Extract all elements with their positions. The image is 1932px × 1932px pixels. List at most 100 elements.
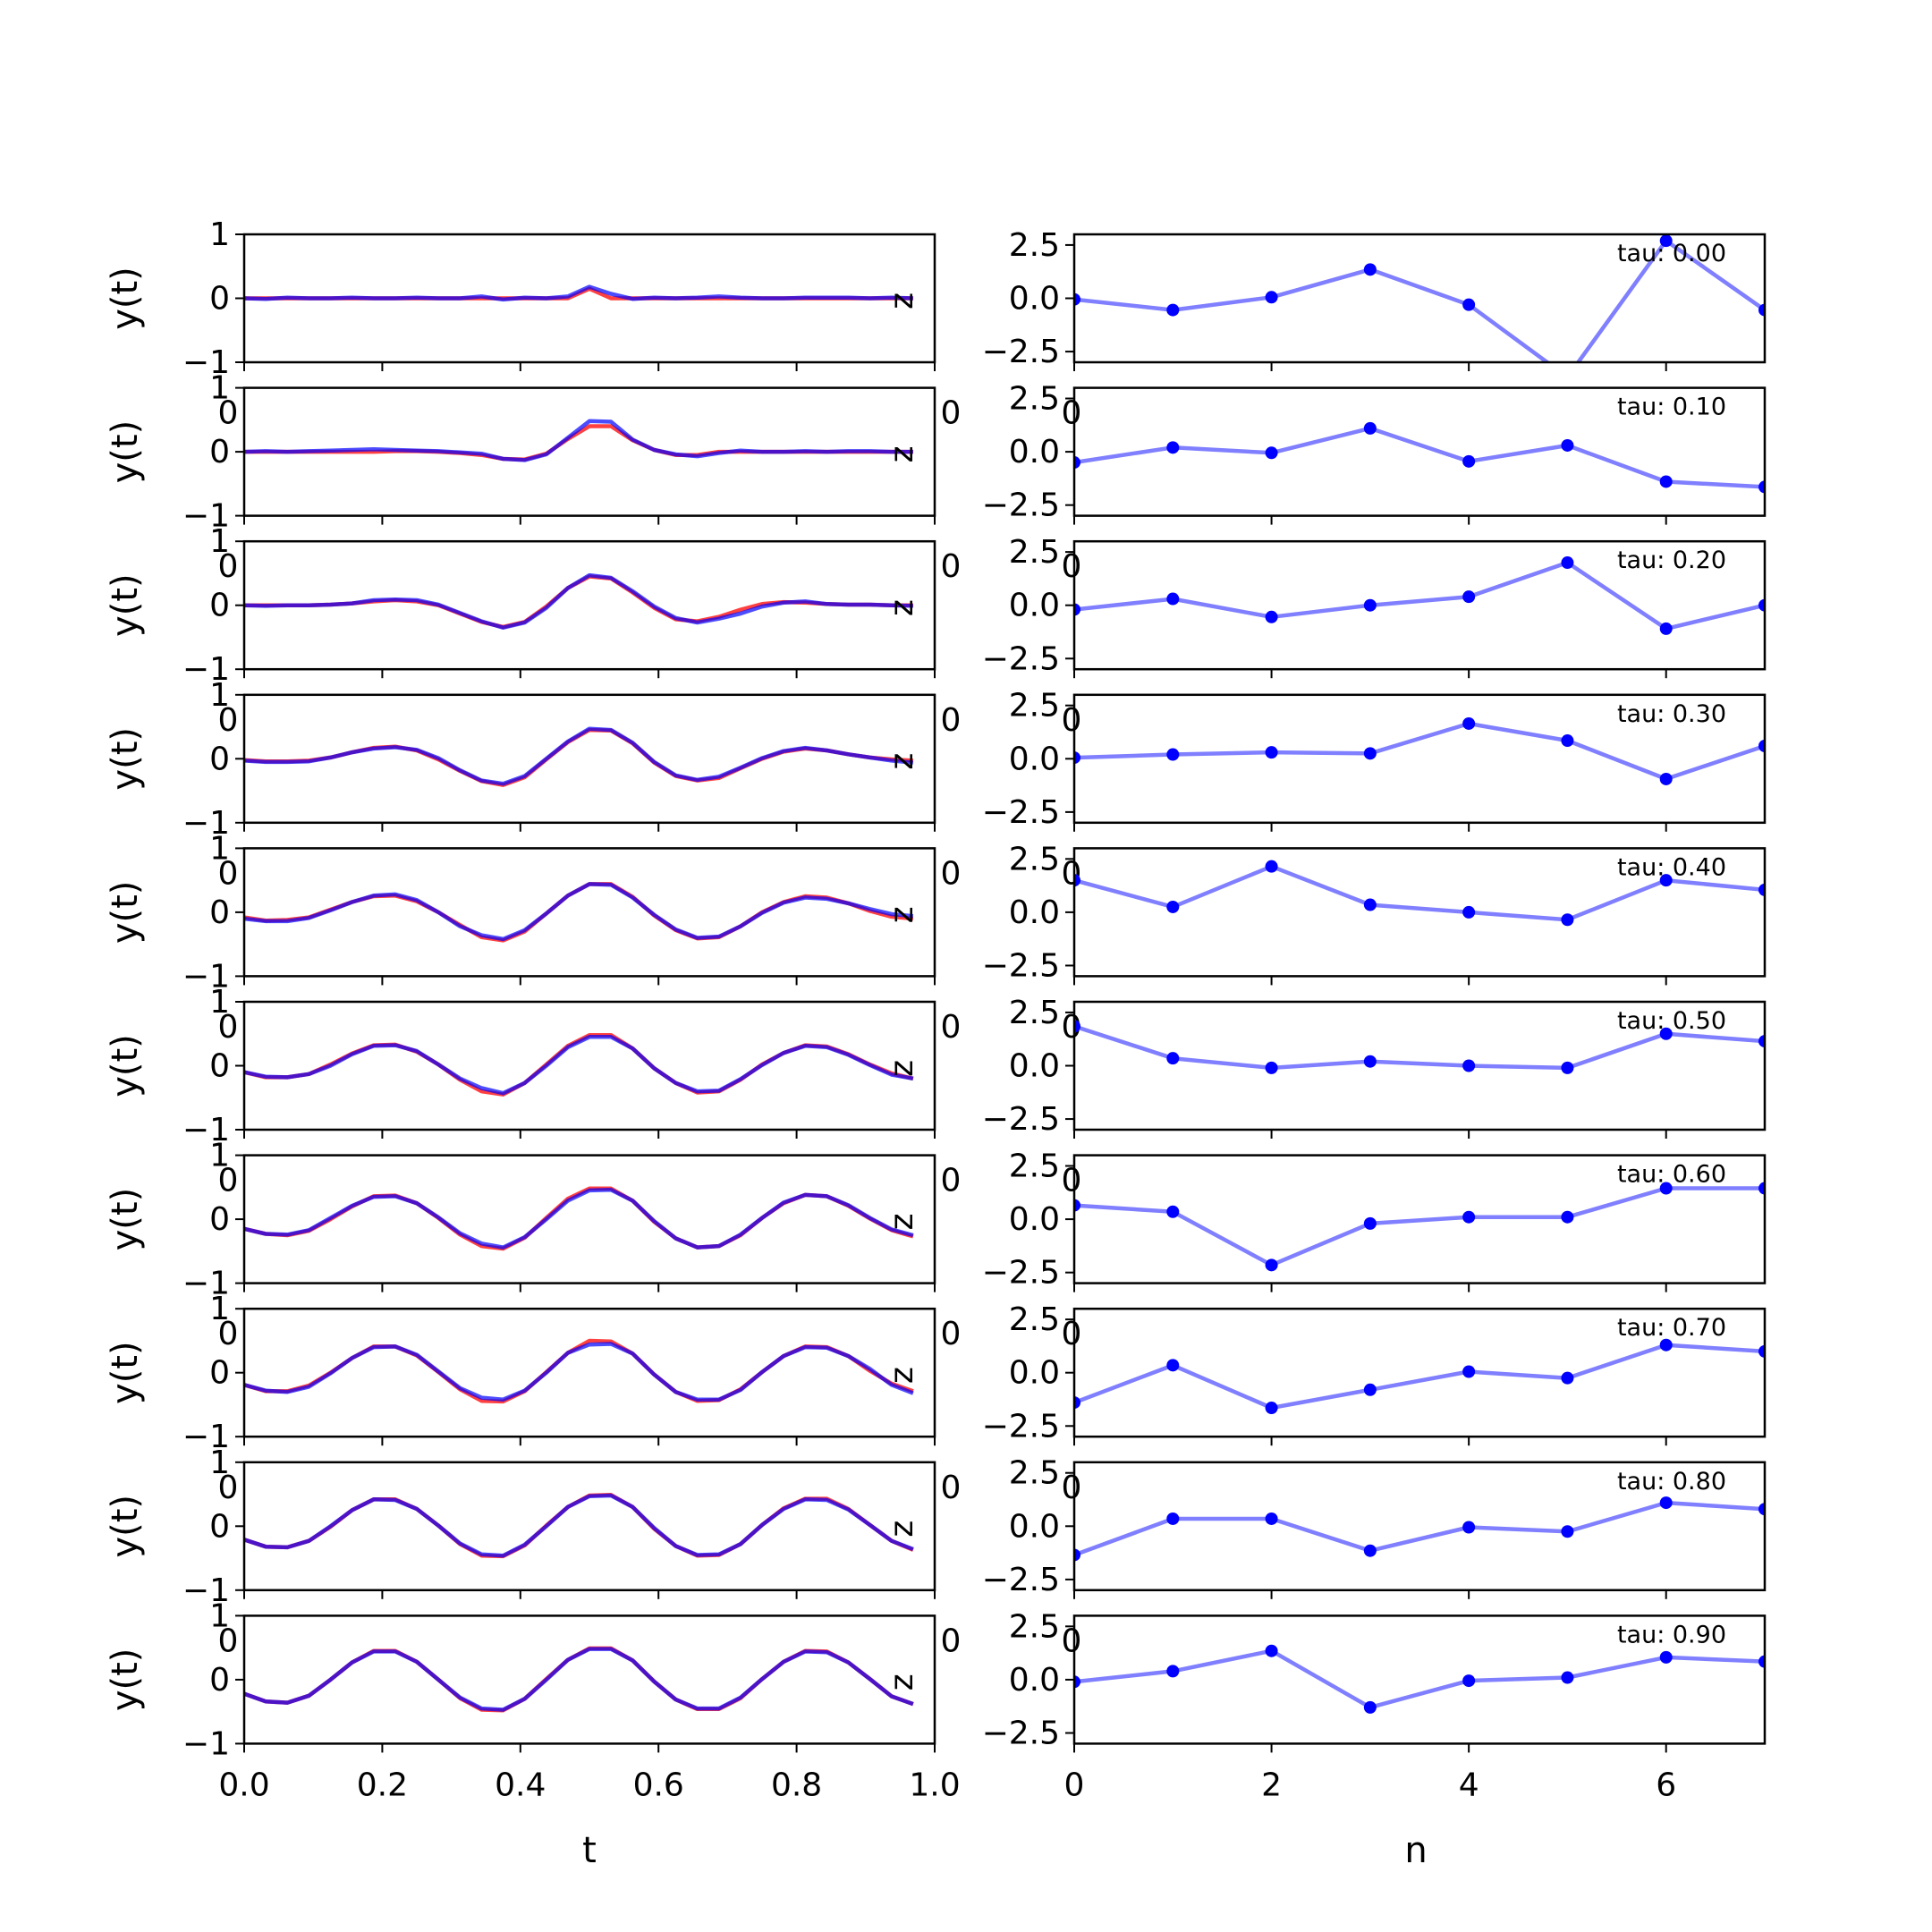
y-axis-label: y(t) — [105, 1341, 146, 1404]
y-tick-label: 2.5 — [1009, 534, 1060, 571]
left-x-axis-label: t — [582, 1830, 597, 1871]
y-tick-label: 2.5 — [1009, 841, 1060, 877]
coefficient-point — [1462, 590, 1476, 604]
coefficient-point — [1561, 1371, 1574, 1385]
coefficient-point — [1074, 1199, 1080, 1212]
coefficient-point — [1561, 556, 1574, 570]
stray-tick-label: 0 — [941, 395, 962, 432]
coefficient-point — [1758, 1182, 1765, 1195]
y-tick-label: −2.5 — [982, 1562, 1060, 1598]
coefficient-line — [1074, 426, 1765, 489]
y-tick-label: 0 — [209, 281, 230, 318]
coefficient-point — [1561, 438, 1574, 452]
left-column-panels: 10−1y(t) z10−1y(t) z0 0 010−1y(t) z0 0 010−1y(t… — [105, 216, 1081, 1803]
y-tick-label: 1 — [209, 1445, 230, 1481]
y-tick-label: 1 — [209, 1597, 230, 1634]
stray-tick-label: 0 — [941, 1009, 962, 1046]
coefficient-point — [1265, 610, 1278, 623]
y-tick-label: −2.5 — [982, 334, 1060, 370]
y-tick-label: 0.0 — [1009, 588, 1060, 624]
coefficient-line — [1074, 1186, 1765, 1267]
y-tick-label: 1 — [209, 677, 230, 714]
x-tick-label: 0.4 — [495, 1767, 546, 1803]
y-axis-label: y(t) — [105, 573, 146, 637]
tau-label: tau: 0.40 — [1617, 853, 1726, 881]
coefficient-point — [1265, 746, 1278, 759]
coefficient-point — [1462, 1210, 1476, 1224]
x-tick-label: 4 — [1459, 1767, 1479, 1803]
right-panel-2: 2.5 0.0 −2.5 tau: 0.20 — [982, 534, 1767, 679]
z-side-label: z — [884, 1214, 920, 1231]
coefficient-point — [1363, 598, 1377, 612]
coefficient-point — [1659, 1338, 1673, 1352]
y-tick-label: −1 — [182, 498, 230, 535]
y-tick-label: −1 — [182, 958, 230, 995]
series-line-pred — [243, 572, 913, 630]
tau-label: tau: 0.30 — [1617, 700, 1726, 728]
panel-content — [1074, 1338, 1765, 1415]
coefficient-point — [1758, 1035, 1765, 1048]
coefficient-point — [1659, 1027, 1673, 1040]
coefficient-line — [1074, 721, 1765, 782]
y-tick-label: −1 — [182, 1725, 230, 1762]
y-tick-label: −1 — [182, 1572, 230, 1609]
left-panel-3: 10−1y(t) z0 0 0 — [105, 677, 1081, 842]
coefficient-point — [1166, 1665, 1180, 1678]
series-line-pred — [243, 726, 914, 786]
stray-tick-label: 0 — [218, 702, 239, 739]
y-tick-label: 2.5 — [1009, 381, 1060, 418]
coefficient-point — [1166, 441, 1180, 454]
stray-tick-label: 0 — [941, 548, 962, 585]
coefficient-point — [1462, 1059, 1476, 1072]
y-tick-label: 1 — [209, 370, 230, 407]
y-tick-label: 1 — [209, 216, 230, 253]
z-side-label: z — [884, 1521, 920, 1538]
y-tick-label: 0 — [209, 741, 230, 777]
coefficient-point — [1659, 1650, 1673, 1664]
coefficient-point — [1265, 1512, 1278, 1525]
y-tick-label: 0.0 — [1009, 1355, 1060, 1392]
coefficient-point — [1758, 740, 1765, 752]
coefficient-point — [1363, 1700, 1377, 1714]
coefficient-point — [1659, 772, 1673, 785]
x-tick-label: 1.0 — [909, 1767, 960, 1803]
y-tick-label: 2.5 — [1009, 1455, 1060, 1492]
x-tick-label: 0.8 — [771, 1767, 822, 1803]
coefficient-point — [1074, 292, 1080, 306]
coefficient-point — [1363, 747, 1377, 760]
right-x-axis-label: n — [1404, 1830, 1427, 1871]
y-tick-label: −1 — [182, 1112, 230, 1148]
stray-tick-label: 0 — [218, 1623, 239, 1659]
coefficient-line — [1074, 1648, 1765, 1710]
y-tick-label: 2.5 — [1009, 995, 1060, 1031]
y-tick-label: 1 — [209, 830, 230, 867]
stray-tick-label: 0 — [941, 1623, 962, 1659]
z-side-label: z — [884, 292, 920, 309]
coefficient-point — [1074, 1020, 1080, 1033]
coefficient-point — [1166, 1359, 1180, 1372]
stray-tick-label: 0 — [941, 1163, 962, 1199]
y-tick-label: −2.5 — [982, 794, 1060, 831]
y-tick-label: 0.0 — [1009, 1048, 1060, 1085]
coefficient-point — [1561, 913, 1574, 927]
coefficient-point — [1758, 303, 1765, 317]
z-side-label: z — [884, 906, 920, 923]
coefficient-point — [1561, 1671, 1574, 1684]
y-tick-label: 0 — [209, 1201, 230, 1238]
panel-content — [1074, 1020, 1765, 1074]
y-tick-label: 2.5 — [1009, 227, 1060, 264]
y-tick-label: −2.5 — [982, 640, 1060, 677]
coefficient-point — [1758, 480, 1765, 494]
y-tick-label: 0 — [209, 1355, 230, 1392]
coefficient-point — [1363, 1055, 1377, 1068]
tau-label: tau: 0.90 — [1617, 1621, 1726, 1648]
left-panel-8: 10−1y(t) z0 0 0 — [105, 1445, 1081, 1609]
coefficient-point — [1561, 1061, 1574, 1074]
tau-label: tau: 0.50 — [1617, 1007, 1726, 1035]
coefficient-point — [1758, 1503, 1765, 1516]
coefficient-point — [1462, 454, 1476, 468]
coefficient-point — [1074, 1396, 1080, 1410]
right-panel-4: 2.5 0.0 −2.5 tau: 0.40 — [982, 841, 1767, 986]
